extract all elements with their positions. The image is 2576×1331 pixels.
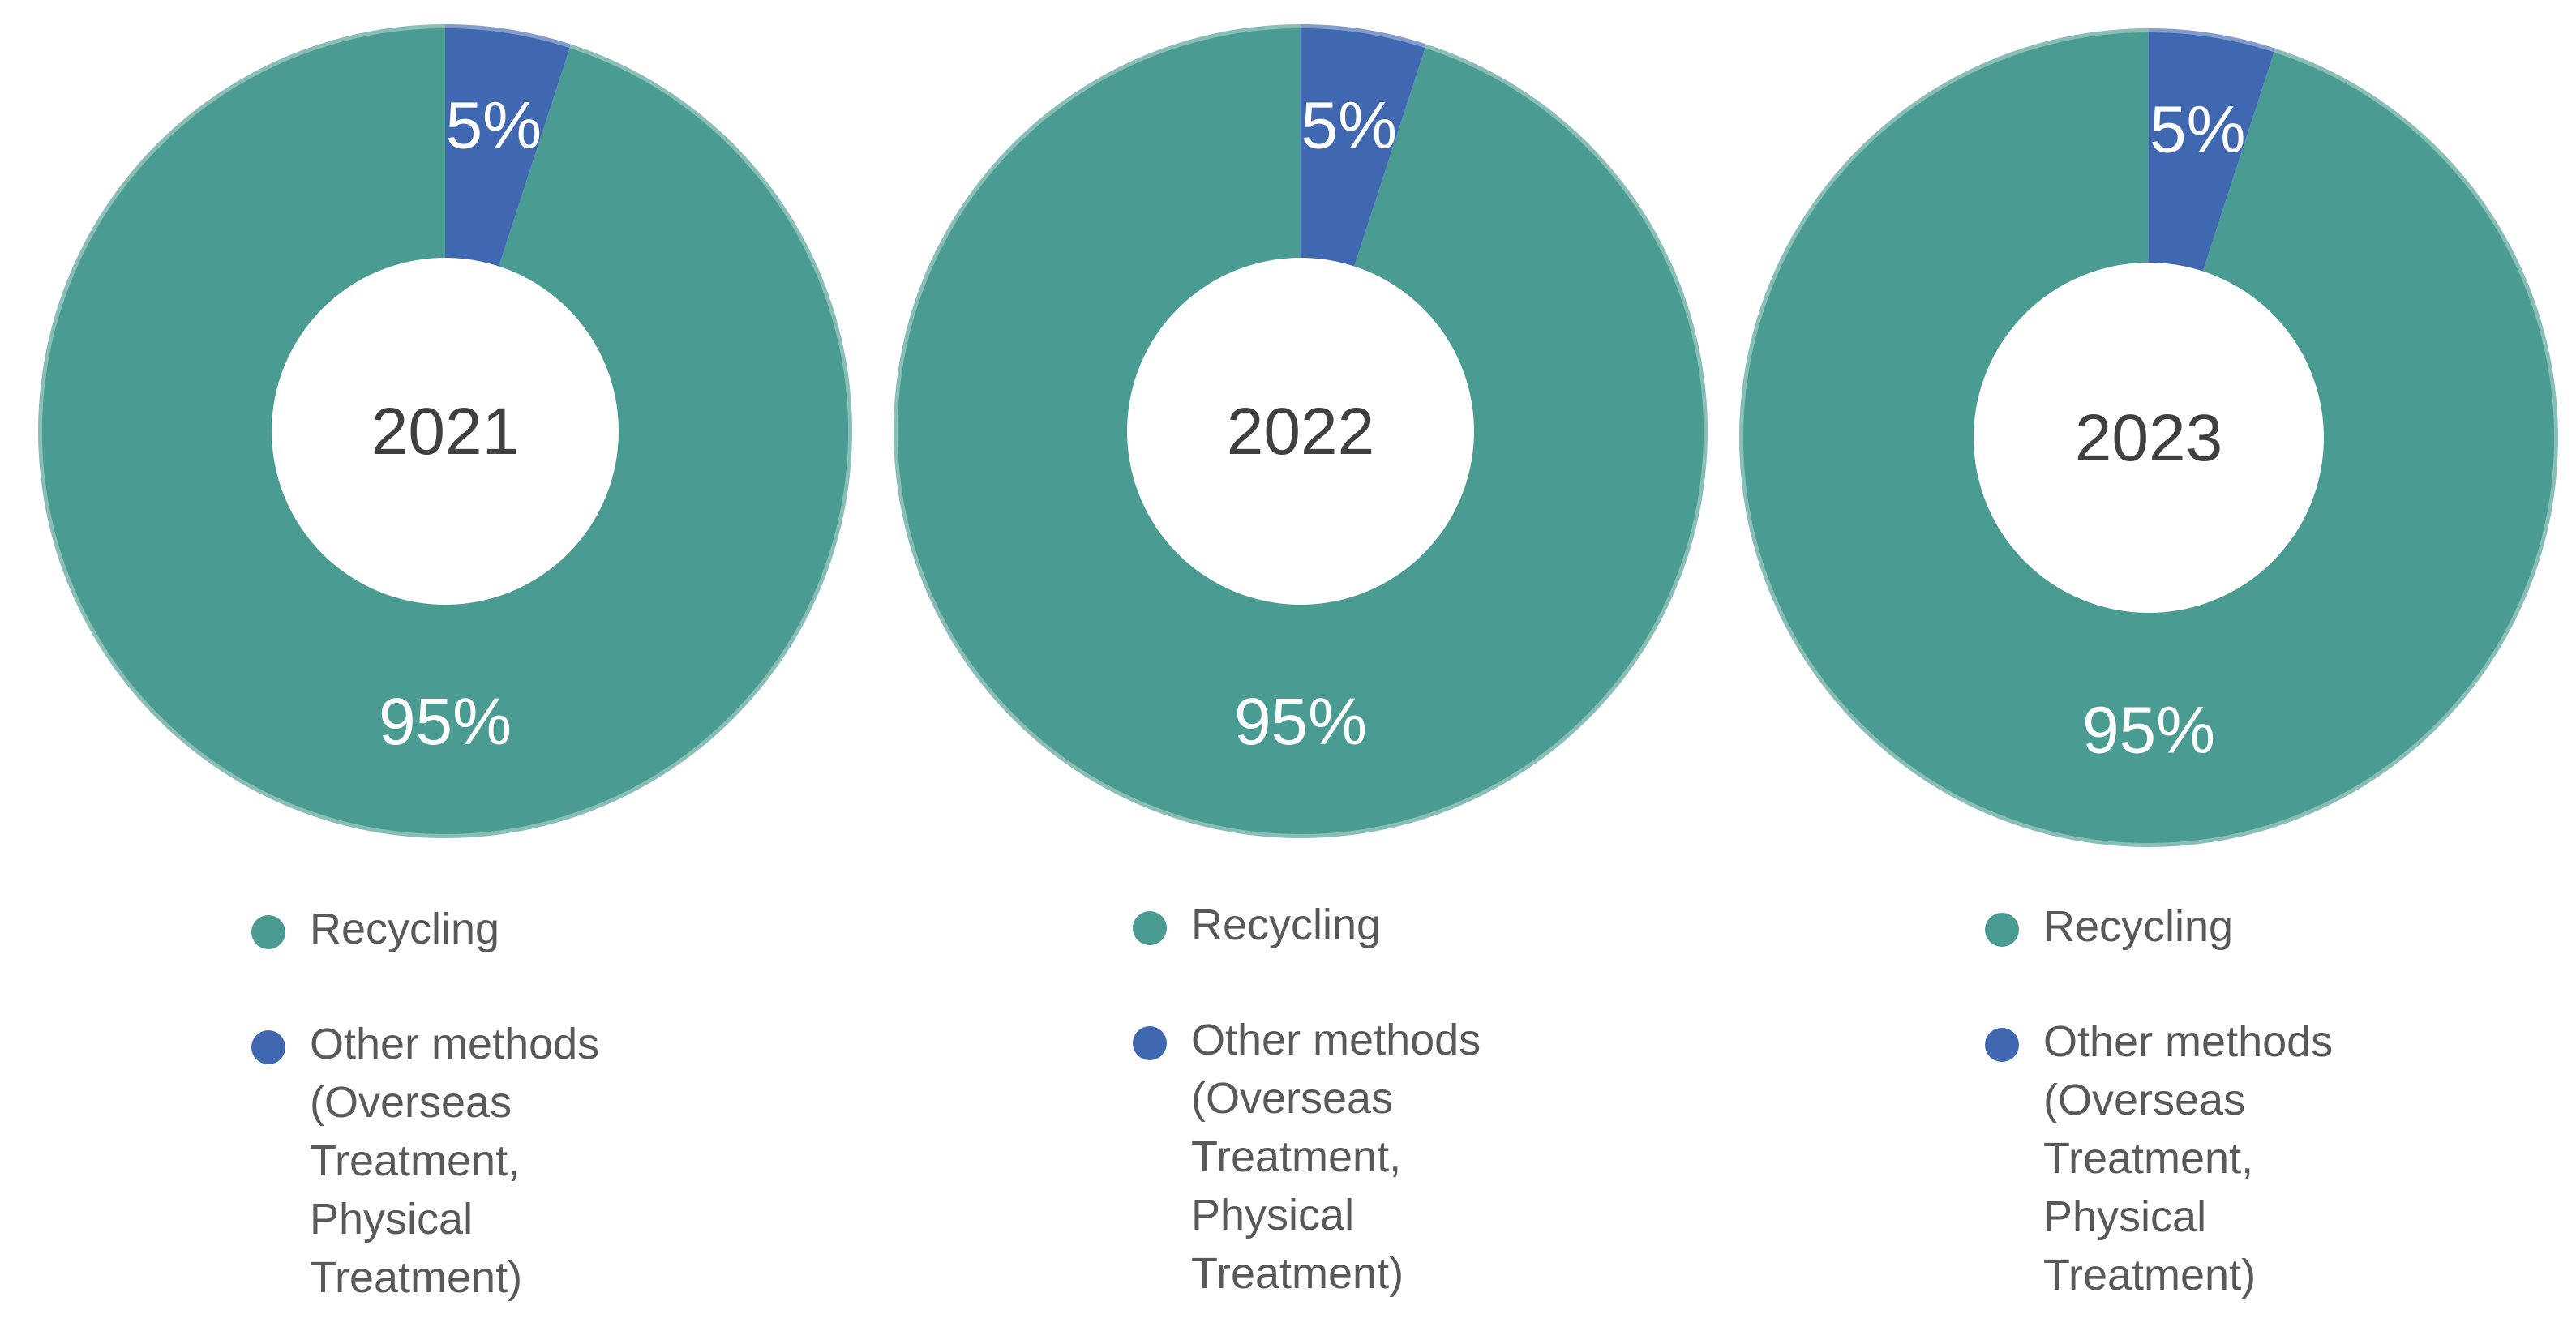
legend-label: (Overseas (2043, 1076, 2246, 1124)
legend-item-other-methods: Other methods (Overseas Treatment, Physi… (1133, 1011, 1564, 1303)
slice-value-label: 5% (446, 89, 542, 163)
donut-chart-2022: 2022 95% 5% (893, 24, 1708, 839)
legend-label: Recycling (2043, 902, 2234, 951)
chart-panel-2022: 2022 95% 5% Recycling Other methods (Ove… (859, 0, 1717, 1331)
legend-marker-icon (251, 1030, 285, 1064)
donut-edge-ring (37, 24, 853, 839)
legend: Recycling Other methods (Overseas Treatm… (1133, 896, 1564, 1303)
legend-label: Recycling (310, 905, 500, 953)
donut-center-label: 2021 (371, 395, 519, 469)
legend-label: Physical (310, 1195, 474, 1243)
legend-label: Treatment, (310, 1136, 521, 1185)
legend-marker-icon (1133, 911, 1167, 945)
chart-panel-2023: 2023 95% 5% Recycling Other methods (Ove… (1717, 0, 2576, 1331)
legend: Recycling Other methods (Overseas Treatm… (1985, 897, 2416, 1304)
legend-label: Treatment) (310, 1253, 523, 1302)
donut-edge-ring (893, 24, 1708, 839)
legend-label: Treatment, (1191, 1132, 1402, 1181)
slice-value-label: 5% (1301, 89, 1398, 163)
legend-item-other-methods: Other methods (Overseas Treatment, Physi… (1985, 1012, 2416, 1304)
legend-label: Physical (2043, 1192, 2207, 1241)
donut-hole (1127, 258, 1474, 605)
donut-center-label: 2022 (1227, 395, 1374, 469)
legend-label: Other methods (1191, 1016, 1481, 1064)
legend-item-recycling: Recycling (1133, 896, 1564, 954)
donut-hole (1974, 263, 2324, 613)
legend-item-other-methods: Other methods (Overseas Treatment, Physi… (251, 1015, 683, 1307)
legend-label: Other methods (2043, 1017, 2334, 1066)
slice-value-label: 95% (2082, 694, 2215, 768)
donut-edge-ring (1738, 28, 2559, 848)
legend-item-recycling: Recycling (251, 900, 683, 958)
legend-marker-icon (1985, 913, 2019, 947)
donut-hole (272, 258, 619, 605)
legend-label: Other methods (310, 1020, 600, 1068)
legend-label: Physical (1191, 1191, 1355, 1239)
legend-label: (Overseas (1191, 1074, 1394, 1123)
legend-marker-icon (1985, 1028, 2019, 1062)
legend-marker-icon (251, 915, 285, 949)
legend-label: Treatment) (2043, 1251, 2257, 1299)
donut-chart-2023: 2023 95% 5% (1738, 28, 2559, 848)
legend: Recycling Other methods (Overseas Treatm… (251, 900, 683, 1307)
slice-value-label: 95% (379, 685, 512, 759)
chart-panel-2021: 2021 95% 5% Recycling Other methods (Ove… (0, 0, 859, 1331)
legend-item-recycling: Recycling (1985, 897, 2416, 956)
legend-label: (Overseas (310, 1078, 512, 1127)
slice-value-label: 5% (2150, 93, 2246, 167)
slice-value-label: 95% (1234, 685, 1367, 759)
donut-chart-2021: 2021 95% 5% (37, 24, 853, 839)
legend-label: Recycling (1191, 901, 1382, 949)
legend-label: Treatment, (2043, 1134, 2254, 1183)
legend-marker-icon (1133, 1026, 1167, 1060)
donut-center-label: 2023 (2075, 401, 2222, 475)
legend-label: Treatment) (1191, 1249, 1404, 1298)
